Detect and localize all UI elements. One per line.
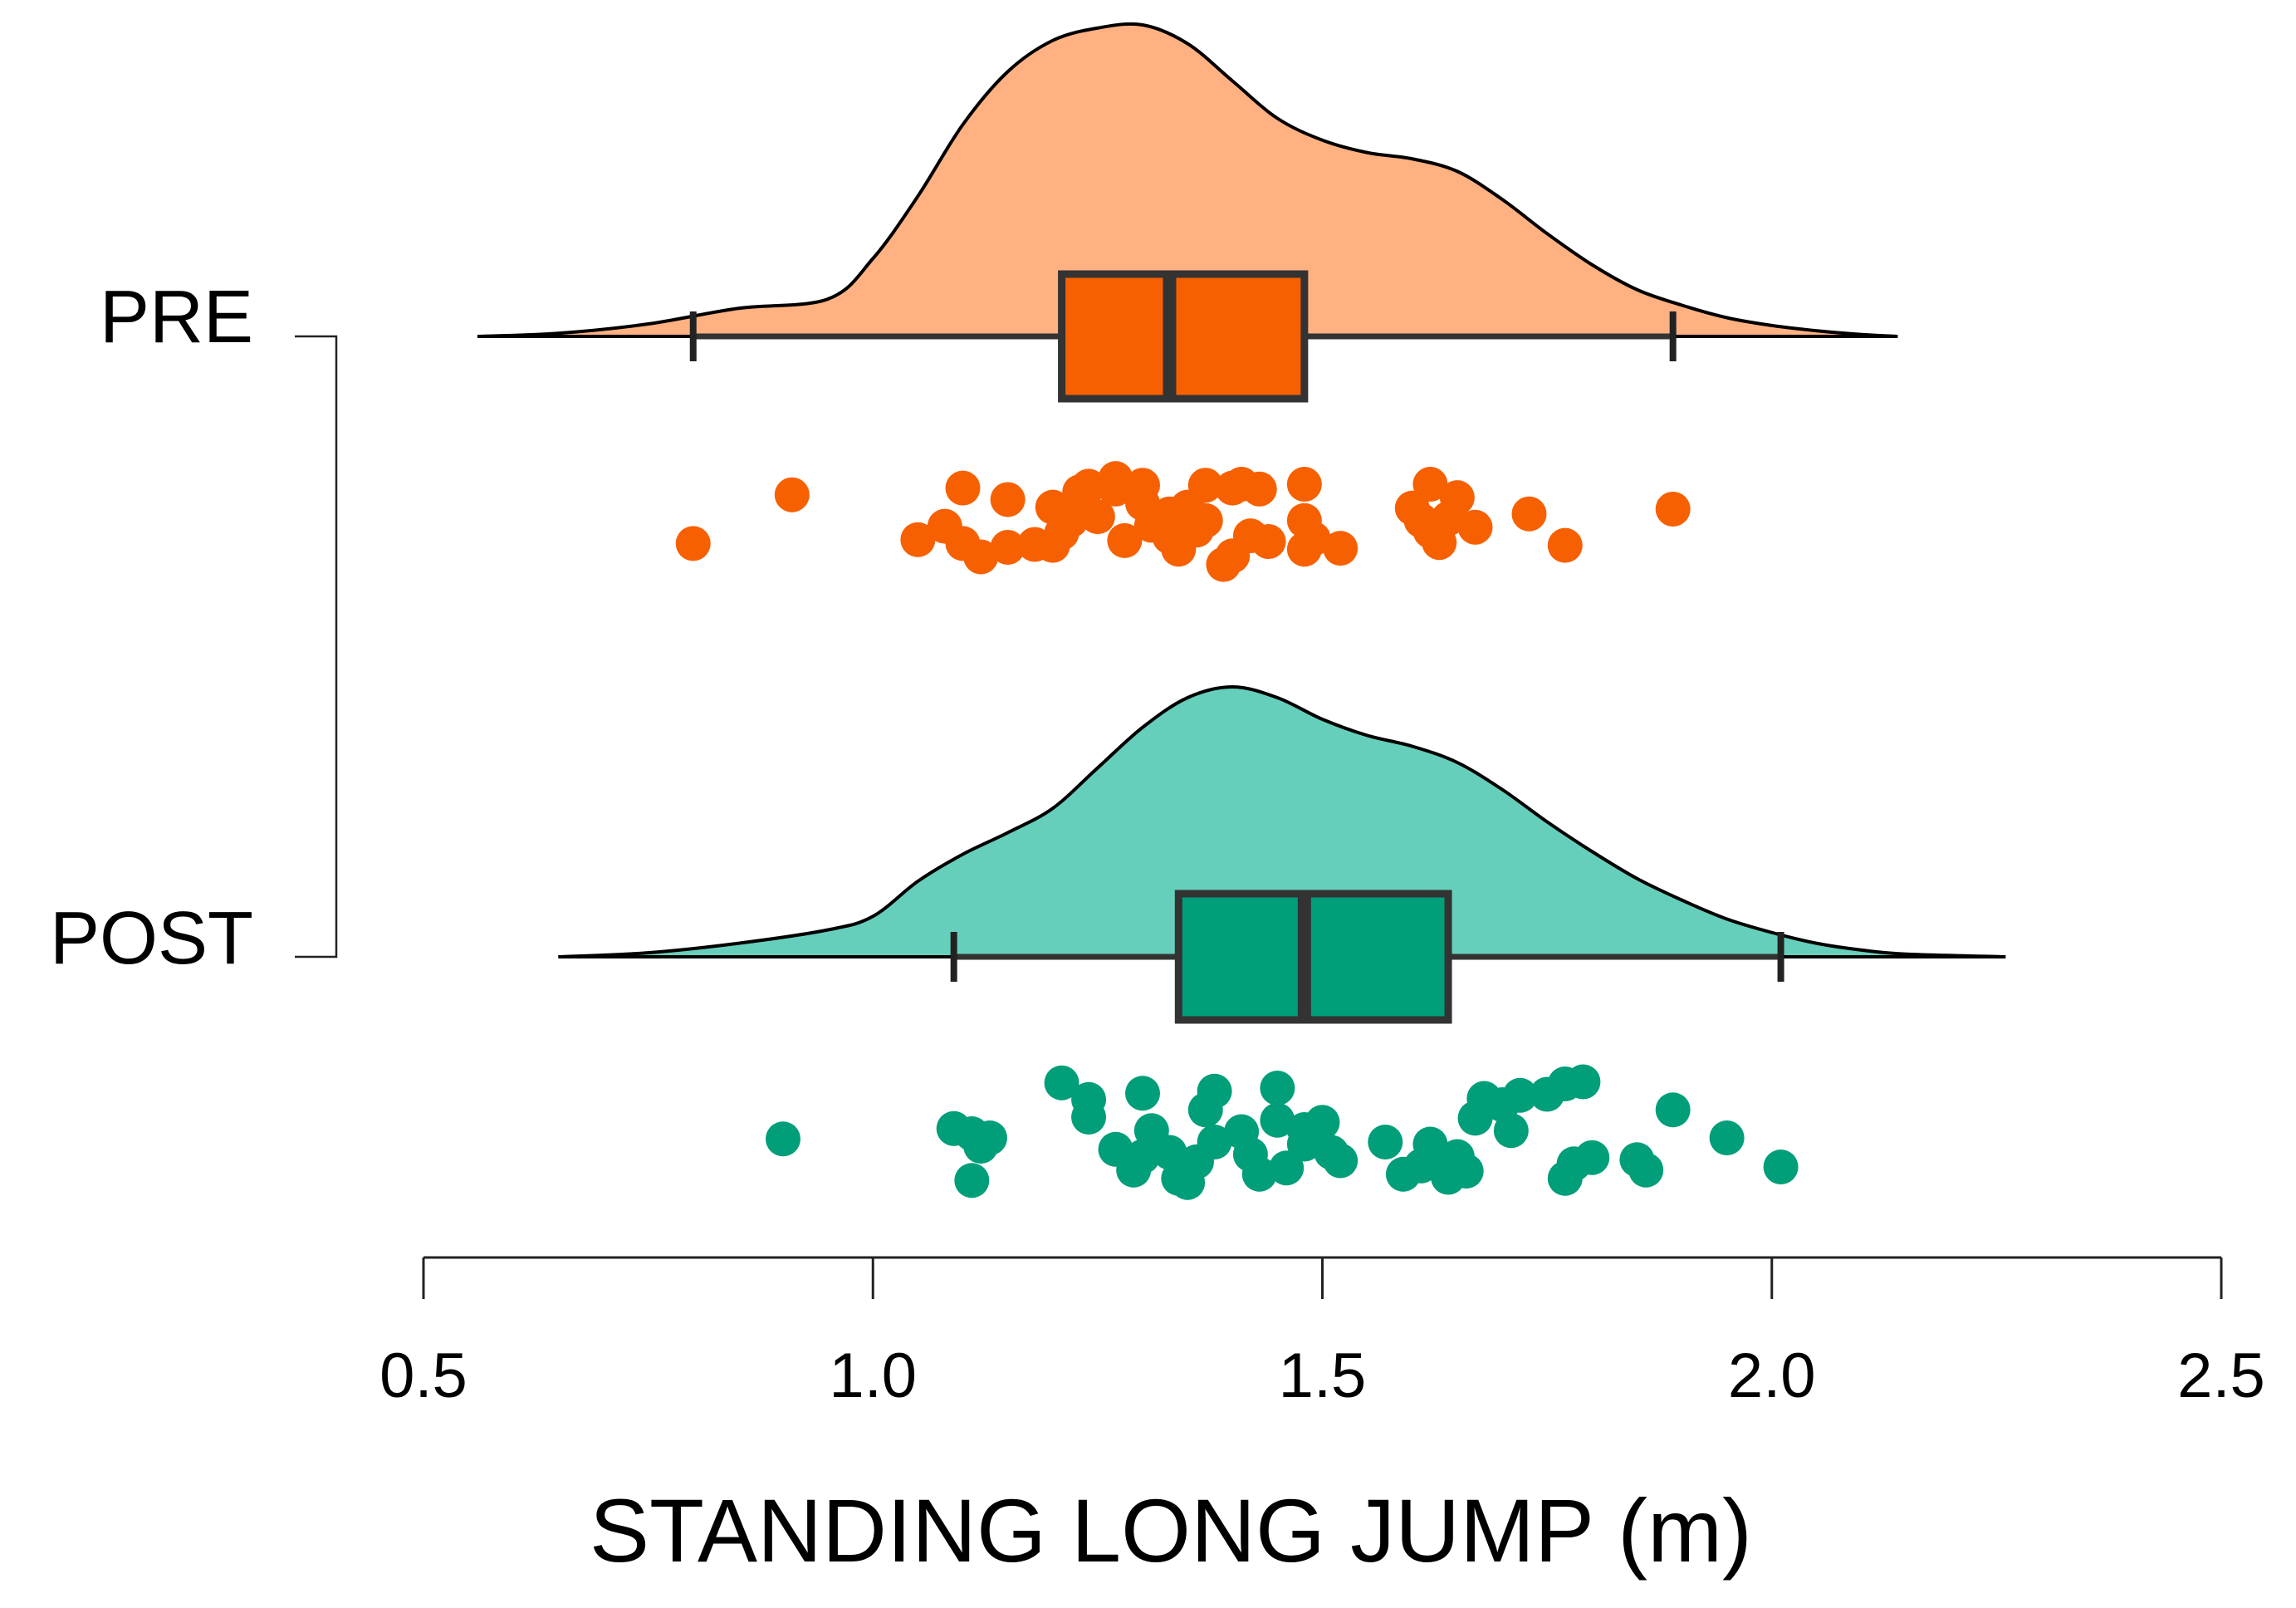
density-cloud-post xyxy=(558,684,2006,958)
data-point-pre xyxy=(1511,496,1547,532)
x-tick-label-2.5: 2.5 xyxy=(2177,1341,2265,1411)
data-point-post xyxy=(1565,1064,1601,1100)
data-point-post xyxy=(1709,1120,1745,1155)
x-tick-label-1.5: 1.5 xyxy=(1279,1341,1367,1411)
group-label-post: POST xyxy=(50,897,253,980)
data-point-pre xyxy=(1547,527,1583,563)
data-point-pre xyxy=(1295,521,1331,556)
data-point-post xyxy=(1574,1140,1610,1175)
x-tick-label-2.0: 2.0 xyxy=(1728,1341,1816,1411)
density-cloud-pre xyxy=(477,22,1898,338)
data-point-post xyxy=(972,1120,1007,1155)
data-point-pre xyxy=(1125,468,1160,503)
data-point-post xyxy=(954,1163,990,1199)
data-point-post xyxy=(1763,1150,1799,1184)
group-bracket xyxy=(295,335,338,958)
data-point-post xyxy=(1071,1081,1107,1117)
data-point-pre xyxy=(1251,524,1286,560)
group-label-pre: PRE xyxy=(100,276,253,359)
x-axis-title: STANDING LONG JUMP (m) xyxy=(590,1480,1752,1581)
data-point-post xyxy=(766,1121,800,1157)
data-point-pre xyxy=(1655,491,1691,527)
data-point-post xyxy=(1628,1152,1664,1188)
data-point-post xyxy=(1197,1073,1232,1109)
data-point-post xyxy=(1655,1092,1691,1128)
data-point-post xyxy=(1493,1113,1529,1149)
data-point-post xyxy=(1125,1076,1160,1111)
data-point-pre xyxy=(774,477,810,512)
data-point-pre xyxy=(1286,467,1322,502)
box-post xyxy=(1174,890,1452,1024)
data-point-post xyxy=(1241,1156,1277,1192)
data-point-pre xyxy=(1079,499,1115,535)
data-point-pre xyxy=(1457,509,1493,545)
group-labels: PRE POST xyxy=(50,276,338,980)
data-point-pre xyxy=(1053,502,1089,538)
data-point-post xyxy=(1260,1102,1295,1138)
rain-points xyxy=(675,461,1799,1200)
data-point-pre xyxy=(990,529,1026,565)
data-point-pre xyxy=(1107,522,1143,558)
x-tick-label-0.5: 0.5 xyxy=(379,1341,468,1411)
data-point-post xyxy=(1269,1150,1305,1186)
data-point-pre xyxy=(675,526,711,561)
data-point-post xyxy=(1502,1077,1538,1113)
data-point-pre xyxy=(963,539,999,575)
data-point-post xyxy=(1260,1071,1295,1106)
data-point-post xyxy=(1448,1154,1484,1189)
x-tick-label-1.0: 1.0 xyxy=(829,1341,917,1411)
data-point-post xyxy=(1368,1125,1403,1159)
data-point-pre xyxy=(1323,531,1359,566)
data-point-post xyxy=(1323,1143,1359,1179)
data-point-pre xyxy=(1098,471,1133,507)
data-point-post xyxy=(1044,1065,1079,1101)
data-point-post xyxy=(1197,1125,1232,1159)
data-point-pre xyxy=(1071,468,1107,504)
boxplots xyxy=(689,270,1784,1024)
data-point-pre xyxy=(945,470,981,506)
x-axis-ticks: 0.5 1.0 1.5 2.0 2.5 xyxy=(379,1257,2265,1411)
data-point-pre xyxy=(1241,471,1277,507)
data-point-pre xyxy=(1187,468,1223,503)
box-pre xyxy=(1058,270,1309,403)
data-point-pre xyxy=(1412,467,1448,502)
x-axis: 0.5 1.0 1.5 2.0 2.5 STANDING LONG JUMP (m) xyxy=(379,1256,2265,1581)
data-point-pre xyxy=(1439,480,1475,516)
data-point-post xyxy=(1305,1105,1340,1140)
data-point-pre xyxy=(900,522,936,557)
data-point-pre xyxy=(990,482,1026,517)
data-point-pre xyxy=(1187,502,1223,538)
